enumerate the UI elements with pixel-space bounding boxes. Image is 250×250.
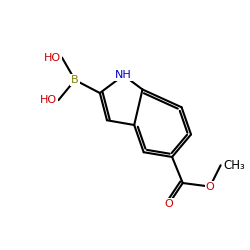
Text: O: O (164, 199, 173, 209)
Text: O: O (206, 182, 214, 192)
Text: B: B (71, 75, 79, 85)
Text: HO: HO (44, 52, 61, 62)
Text: HO: HO (40, 95, 57, 105)
Text: NH: NH (115, 70, 132, 80)
Text: CH₃: CH₃ (223, 159, 245, 172)
